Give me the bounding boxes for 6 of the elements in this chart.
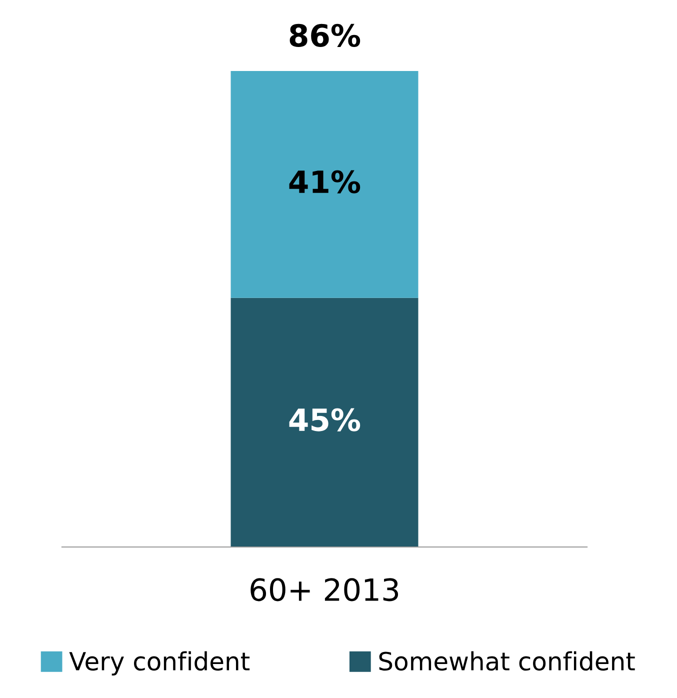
x-tick-label: 60+ 2013 [250,578,398,602]
total-label: 86% [290,24,360,47]
legend-label: Very confident [69,651,250,676]
data-label: 41% [289,170,360,194]
data-label: 45% [289,408,360,432]
legend-label: Somewhat confident [379,651,635,671]
